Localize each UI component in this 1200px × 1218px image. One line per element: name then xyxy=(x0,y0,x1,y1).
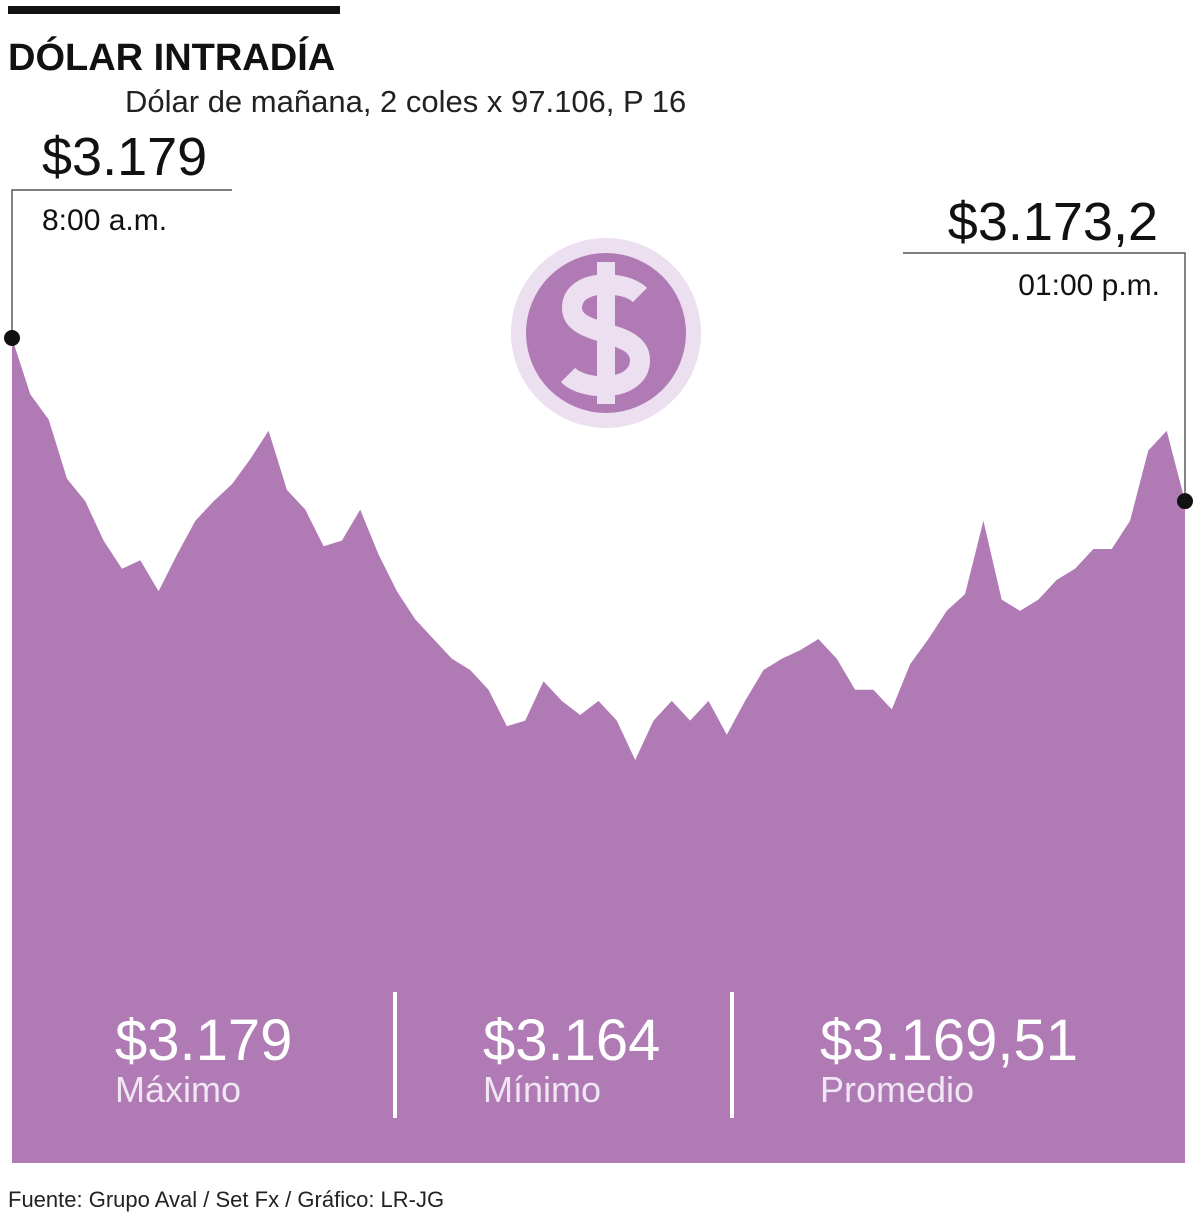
start-value: $3.179 xyxy=(42,127,207,187)
area xyxy=(12,338,1185,1163)
stat-value: $3.179 xyxy=(115,1008,292,1073)
stat-name: Mínimo xyxy=(483,1069,601,1110)
end-value: $3.173,2 xyxy=(948,192,1158,252)
start-dot xyxy=(4,330,20,346)
plot xyxy=(12,338,1185,1163)
end-time: 01:00 p.m. xyxy=(1018,269,1160,302)
start-time: 8:00 a.m. xyxy=(42,204,167,237)
stat-name: Promedio xyxy=(820,1069,974,1110)
end-dot xyxy=(1177,493,1193,510)
stat-name: Máximo xyxy=(115,1069,241,1110)
stat-value: $3.169,51 xyxy=(820,1008,1078,1073)
source: Fuente: Grupo Aval / Set Fx / Gráfico: L… xyxy=(8,1187,444,1212)
start-leader xyxy=(11,189,232,338)
title-bar xyxy=(8,6,340,14)
dollar-icon xyxy=(511,238,701,428)
end-leader xyxy=(903,252,1186,502)
chart-title: DÓLAR INTRADÍA xyxy=(8,35,335,79)
chart-subtitle: Dólar de mañana, 2 coles x 97.106, P 16 xyxy=(125,84,686,119)
stat-value: $3.164 xyxy=(483,1008,660,1073)
